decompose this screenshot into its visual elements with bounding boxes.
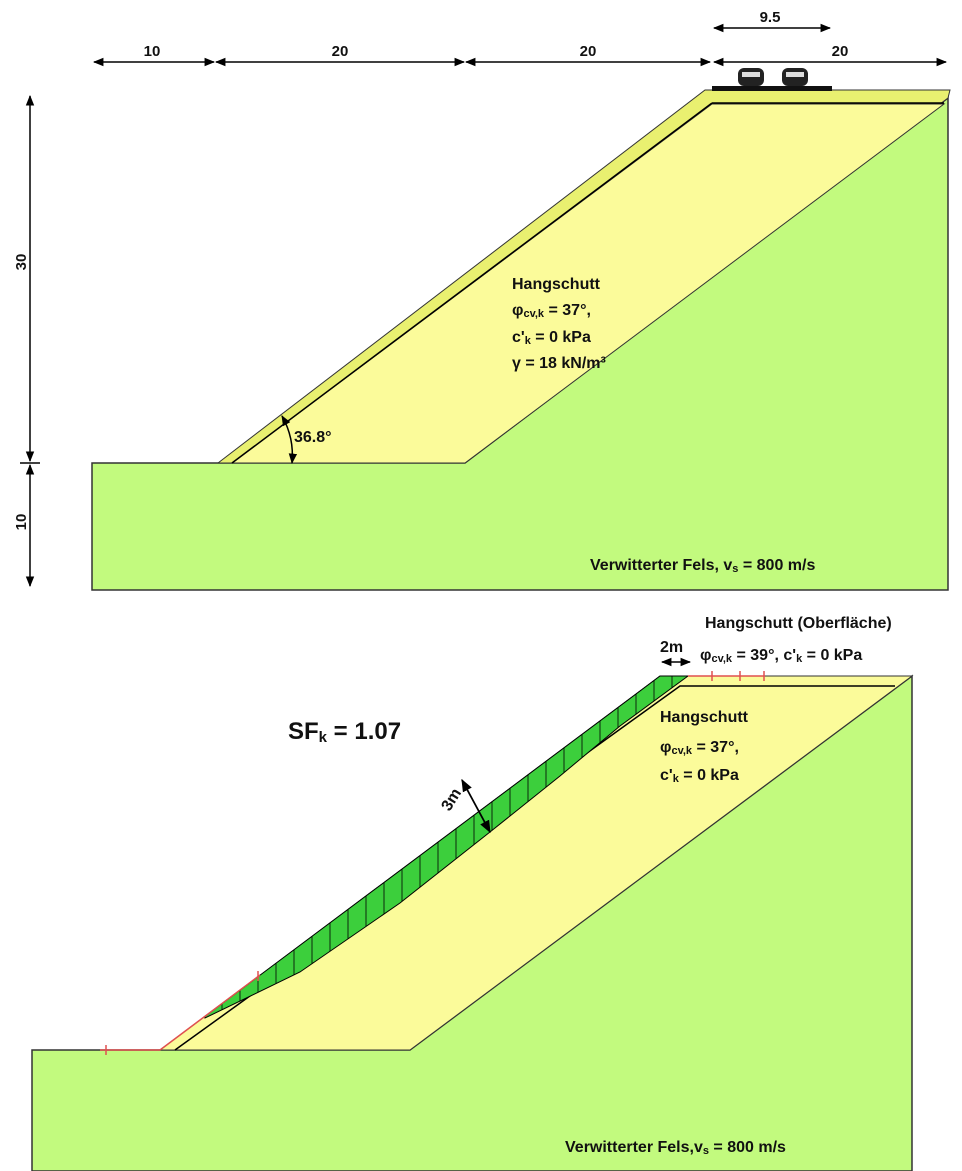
angle-label: 36.8° bbox=[294, 429, 332, 446]
text-part: φ bbox=[700, 647, 711, 664]
subscript: cv,k bbox=[523, 308, 544, 320]
text-part: φ bbox=[660, 739, 671, 756]
text-part: Verwitterter Fels,v bbox=[565, 1139, 703, 1156]
text-part: = 800 m/s bbox=[709, 1139, 786, 1156]
text-part: = 0 kPa bbox=[802, 647, 862, 664]
text-part: SF bbox=[288, 718, 319, 745]
subscript: cv,k bbox=[671, 745, 692, 757]
rock-label: Verwitterter Fels, vs = 800 m/s bbox=[590, 557, 815, 575]
dimension-label: 9.5 bbox=[760, 9, 781, 26]
diagram: 10 20 20 20 9.5 30 10 36.8° Hangschutt φ… bbox=[0, 0, 962, 1171]
soil-cohesion: c'k = 0 kPa bbox=[512, 329, 591, 347]
text-part: = 800 m/s bbox=[738, 557, 815, 574]
text-part: Verwitterter Fels, v bbox=[590, 557, 732, 574]
text-part: c' bbox=[512, 329, 525, 346]
dimension-label: 20 bbox=[832, 43, 849, 60]
text-part: = 37°, bbox=[692, 739, 739, 756]
dimension-label: 20 bbox=[332, 43, 349, 60]
text-part: = 0 kPa bbox=[679, 767, 739, 784]
dimension-label: 30 bbox=[13, 254, 30, 271]
train-load bbox=[712, 68, 832, 91]
dimension-label: 20 bbox=[580, 43, 597, 60]
dimension-label: 10 bbox=[144, 43, 161, 60]
text-part: c' bbox=[660, 767, 673, 784]
text-part: = 39°, c' bbox=[732, 647, 796, 664]
depth-label: 3m bbox=[438, 786, 465, 815]
rock-label: Verwitterter Fels,vs = 800 m/s bbox=[565, 1139, 786, 1157]
text-part: = 37°, bbox=[544, 302, 591, 319]
soil-cohesion: c'k = 0 kPa bbox=[660, 767, 739, 785]
thickness-label: 2m bbox=[660, 639, 683, 656]
surface-layer-props: φcv,k = 39°, c'k = 0 kPa bbox=[700, 647, 862, 665]
surface-layer-name: Hangschutt (Oberfläche) bbox=[705, 615, 892, 632]
page: {"top": { "dimensions": {"horizontal": [… bbox=[0, 0, 962, 1171]
soil-name: Hangschutt bbox=[512, 276, 601, 293]
subscript: cv,k bbox=[711, 653, 732, 665]
dimension-label: 10 bbox=[13, 514, 30, 531]
soil-unit-weight: γ = 18 kN/m³ bbox=[512, 355, 606, 372]
text-part: = 0 kPa bbox=[531, 329, 591, 346]
text-part: = 1.07 bbox=[327, 718, 401, 745]
safety-factor: SFk = 1.07 bbox=[288, 718, 401, 746]
text-part: φ bbox=[512, 302, 523, 319]
soil-name: Hangschutt bbox=[660, 709, 749, 726]
